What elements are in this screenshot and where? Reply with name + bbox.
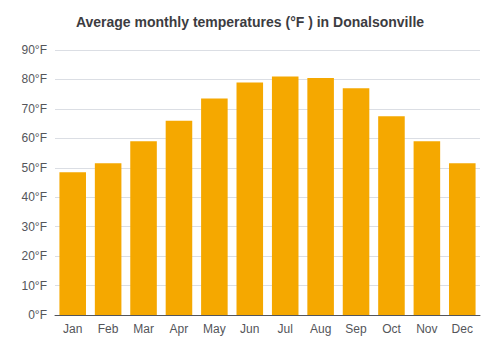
svg-text:40°F: 40°F xyxy=(22,190,47,204)
svg-text:Jul: Jul xyxy=(278,322,293,336)
svg-text:Oct: Oct xyxy=(382,322,401,336)
svg-text:80°F: 80°F xyxy=(22,72,47,86)
svg-text:30°F: 30°F xyxy=(22,220,47,234)
svg-text:Nov: Nov xyxy=(416,322,437,336)
svg-text:Apr: Apr xyxy=(170,322,189,336)
svg-text:Average monthly temperatures (: Average monthly temperatures (°F ) in Do… xyxy=(76,14,424,30)
svg-text:Dec: Dec xyxy=(452,322,473,336)
svg-text:May: May xyxy=(203,322,226,336)
svg-text:Sep: Sep xyxy=(345,322,367,336)
svg-text:60°F: 60°F xyxy=(22,131,47,145)
svg-text:Jun: Jun xyxy=(240,322,259,336)
svg-text:Jan: Jan xyxy=(63,322,82,336)
svg-text:50°F: 50°F xyxy=(22,161,47,175)
svg-text:70°F: 70°F xyxy=(22,102,47,116)
svg-text:Aug: Aug xyxy=(310,322,331,336)
svg-text:Feb: Feb xyxy=(98,322,119,336)
svg-text:0°F: 0°F xyxy=(28,308,47,322)
svg-text:90°F: 90°F xyxy=(22,43,47,57)
svg-text:10°F: 10°F xyxy=(22,279,47,293)
svg-text:20°F: 20°F xyxy=(22,249,47,263)
svg-text:Mar: Mar xyxy=(133,322,154,336)
